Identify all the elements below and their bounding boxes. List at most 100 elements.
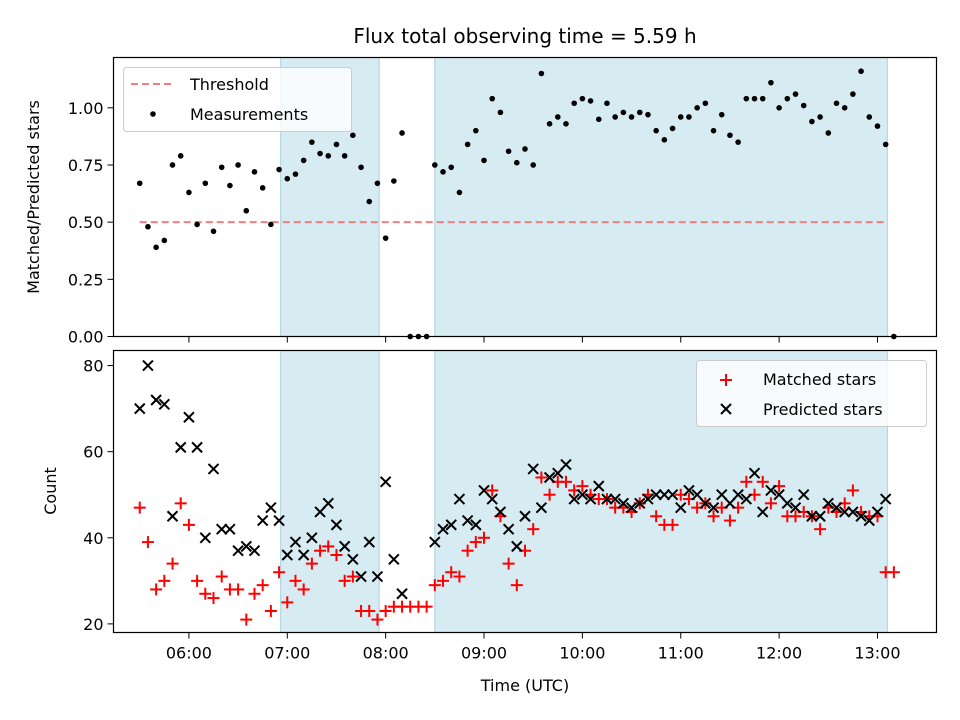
predicted-star-point — [388, 553, 400, 566]
measurement-point — [784, 95, 791, 102]
measurement-point — [538, 70, 545, 77]
measurement-point — [243, 207, 250, 214]
predicted-star-point — [838, 506, 851, 518]
measurement-point — [751, 95, 758, 102]
predicted-star-point — [470, 519, 482, 531]
matched-star-point — [371, 613, 384, 626]
measurement-point — [136, 180, 143, 187]
measurement-point — [735, 139, 741, 145]
measurement-point — [177, 153, 184, 159]
matched-star-point — [133, 501, 146, 514]
measurement-point — [366, 198, 373, 205]
matched-star-point — [174, 497, 187, 510]
measurement-point — [464, 141, 471, 148]
measurement-point — [792, 91, 799, 97]
matched-star-point — [182, 518, 195, 531]
measurement-point — [481, 157, 487, 164]
measurement-point — [358, 164, 364, 171]
matched-star-point — [215, 570, 228, 583]
matched-star-point — [264, 604, 277, 617]
measurement-point — [661, 137, 668, 143]
matched-star-point — [248, 587, 261, 600]
predicted-star-point — [765, 484, 777, 497]
predicted-star-point — [142, 359, 154, 372]
predicted-star-point — [175, 441, 187, 454]
predicted-star-point — [453, 493, 466, 505]
measurement-point — [284, 175, 291, 182]
y-tick-label: 1.00 — [68, 99, 104, 118]
predicted-star-point — [814, 510, 826, 522]
predicted-star-point — [445, 519, 457, 531]
measurement-point — [595, 116, 602, 123]
matched-star-point — [338, 574, 351, 587]
legend-predicted-label: Predicted stars — [763, 400, 883, 419]
matched-star-point — [666, 518, 679, 531]
measurement-point — [710, 127, 717, 134]
measurement-point — [391, 178, 397, 184]
predicted-star-point — [773, 489, 785, 501]
predicted-star-point — [642, 493, 654, 505]
measurement-point — [514, 159, 520, 166]
predicted-star-point — [363, 536, 375, 548]
ratio-legend: Threshold Measurements — [123, 67, 352, 132]
matched-star-point — [764, 497, 777, 510]
predicted-star-point — [863, 514, 875, 527]
y-tick-label: 60 — [83, 443, 103, 462]
matched-star-point — [723, 514, 736, 527]
predicted-star-point — [617, 497, 630, 510]
matched-star-point — [297, 583, 310, 596]
predicted-star-point — [322, 497, 334, 510]
matched-star-point — [789, 510, 802, 523]
matched-star-point — [322, 540, 335, 553]
measurement-point — [612, 114, 618, 120]
measurement-point — [218, 164, 225, 171]
y-tick-label: 20 — [83, 615, 103, 634]
observing-window — [434, 57, 888, 337]
matched-star-point — [207, 592, 220, 605]
predicted-star-point — [634, 497, 646, 510]
measurement-point — [432, 162, 438, 168]
predicted-star-point — [519, 510, 531, 522]
measurement-point — [399, 130, 405, 136]
ratio-panel-frame — [112, 56, 938, 338]
measurement-point — [251, 169, 258, 175]
predicted-star-point — [740, 493, 753, 505]
measurement-point — [161, 237, 168, 244]
predicted-star-point — [601, 493, 613, 505]
predicted-star-point — [429, 536, 441, 548]
measurement-point — [300, 157, 307, 164]
predicted-star-point — [183, 411, 195, 423]
observing-windows-top — [280, 57, 888, 337]
measurement-point — [571, 100, 577, 107]
predicted-star-point — [584, 493, 597, 505]
ratio-panel: 0.00 0.25 0.50 0.75 1.00 Matched/Predicted s… — [24, 56, 938, 347]
x-axis-label: Time (UTC) — [480, 676, 569, 695]
predicted-star-point — [625, 501, 638, 514]
measurement-point — [497, 109, 504, 116]
predicted-star-point — [347, 553, 359, 566]
predicted-star-point — [527, 463, 539, 475]
measurement-point — [694, 105, 700, 111]
measurement-point — [874, 123, 881, 129]
predicted-star-point — [552, 467, 564, 479]
predicted-star-point — [666, 489, 679, 501]
matched-star-point — [150, 583, 163, 596]
measurement-point — [817, 114, 823, 120]
predicted-star-point — [650, 489, 662, 501]
matched-star-point — [256, 579, 269, 592]
predicted-star-point — [797, 489, 810, 501]
measurement-point — [210, 228, 217, 235]
matched-star-point — [486, 484, 499, 497]
y-tick-label: 80 — [83, 357, 103, 376]
matched-star-point — [330, 549, 343, 562]
measurement-point — [489, 95, 496, 102]
matched-star-point — [437, 574, 450, 587]
matched-star-point — [314, 544, 327, 557]
measurement-point — [153, 244, 159, 251]
measurement-point — [325, 153, 332, 159]
y-tick-label: 0.50 — [68, 213, 104, 232]
predicted-star-point — [273, 514, 285, 527]
x-tick-label: 06:00 — [166, 644, 212, 663]
matched-star-point — [166, 557, 179, 570]
